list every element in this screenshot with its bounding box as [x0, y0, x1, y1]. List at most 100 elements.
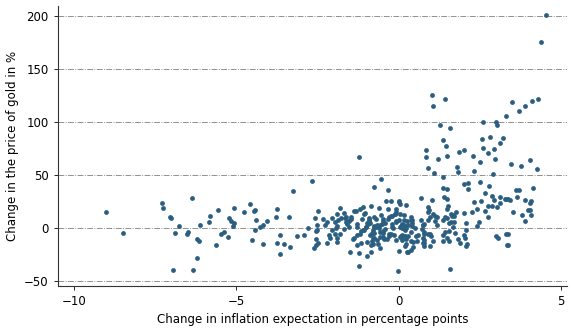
Point	[464, 180, 473, 186]
Point	[442, 215, 452, 221]
Point	[250, 208, 260, 213]
Point	[352, 208, 361, 214]
Point	[331, 225, 340, 230]
Point	[375, 229, 384, 234]
Point	[387, 231, 396, 237]
Point	[341, 214, 350, 219]
Point	[369, 236, 378, 241]
Point	[506, 161, 515, 167]
Point	[228, 223, 237, 228]
Point	[495, 140, 504, 145]
Point	[248, 237, 257, 243]
Point	[380, 226, 390, 232]
Point	[441, 97, 450, 102]
Point	[423, 231, 433, 236]
Point	[342, 221, 351, 226]
Point	[419, 243, 429, 249]
Point	[504, 196, 513, 202]
Point	[469, 168, 478, 174]
Point	[461, 243, 470, 248]
Point	[396, 235, 405, 240]
Point	[419, 240, 429, 246]
Point	[397, 234, 406, 239]
Point	[476, 198, 485, 204]
Point	[332, 223, 342, 229]
Point	[258, 222, 267, 228]
Point	[469, 153, 478, 158]
Point	[355, 264, 364, 269]
Point	[193, 236, 202, 242]
Point	[325, 235, 334, 241]
Point	[362, 240, 371, 245]
Point	[370, 214, 379, 219]
Point	[382, 236, 391, 241]
Point	[429, 239, 438, 244]
Point	[444, 229, 453, 234]
Point	[438, 238, 448, 244]
Point	[332, 236, 342, 241]
Point	[521, 103, 530, 109]
Point	[418, 222, 427, 227]
Point	[285, 244, 295, 250]
Point	[313, 228, 322, 233]
Point	[355, 251, 364, 256]
Point	[313, 241, 322, 246]
Point	[398, 238, 407, 243]
Point	[419, 229, 429, 234]
Point	[423, 204, 433, 209]
Point	[485, 183, 494, 188]
Point	[219, 230, 229, 235]
Point	[460, 235, 469, 241]
Point	[374, 205, 383, 210]
Point	[394, 200, 403, 205]
Point	[515, 187, 524, 192]
Point	[327, 215, 336, 220]
Point	[438, 217, 448, 223]
Point	[525, 200, 535, 206]
Point	[501, 113, 511, 118]
Point	[449, 213, 458, 218]
Point	[319, 216, 328, 222]
Point	[356, 206, 365, 211]
Point	[323, 240, 332, 245]
Point	[292, 233, 301, 239]
Point	[378, 228, 387, 233]
Point	[357, 216, 366, 222]
Point	[361, 224, 370, 229]
Point	[394, 269, 403, 274]
Point	[524, 207, 533, 212]
Point	[183, 230, 193, 235]
Point	[398, 233, 407, 238]
Point	[249, 208, 258, 213]
Point	[372, 222, 382, 228]
Point	[346, 214, 355, 220]
Point	[481, 191, 490, 196]
Point	[406, 247, 415, 253]
Point	[310, 215, 319, 220]
Point	[495, 195, 504, 200]
Point	[167, 215, 176, 221]
Point	[307, 178, 316, 184]
Point	[380, 220, 389, 226]
Point	[421, 147, 430, 152]
Point	[398, 225, 407, 231]
Point	[360, 210, 370, 215]
Point	[424, 217, 433, 222]
Point	[403, 250, 413, 255]
Point	[386, 213, 395, 219]
Point	[375, 223, 384, 228]
Point	[478, 146, 488, 151]
Point	[395, 224, 405, 229]
Point	[352, 224, 362, 230]
Point	[484, 214, 493, 219]
Point	[501, 231, 511, 236]
Point	[484, 150, 493, 155]
Point	[443, 206, 452, 211]
Point	[366, 242, 375, 248]
X-axis label: Change in inflation expectation in percentage points: Change in inflation expectation in perce…	[157, 313, 468, 326]
Point	[217, 231, 226, 236]
Point	[379, 218, 388, 223]
Point	[313, 208, 322, 214]
Point	[489, 146, 498, 151]
Point	[289, 189, 298, 194]
